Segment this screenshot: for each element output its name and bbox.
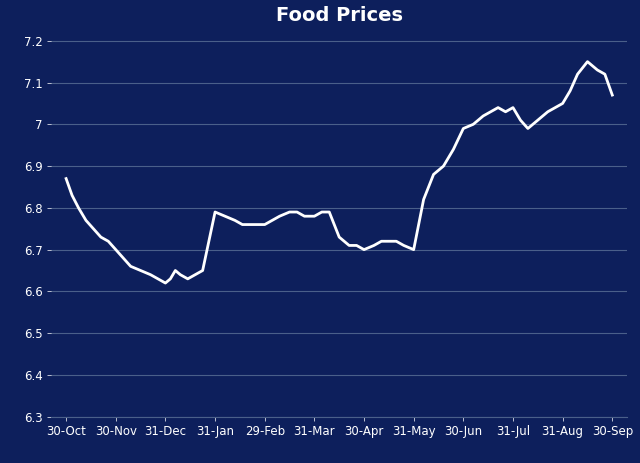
Title: Food Prices: Food Prices: [276, 6, 403, 25]
